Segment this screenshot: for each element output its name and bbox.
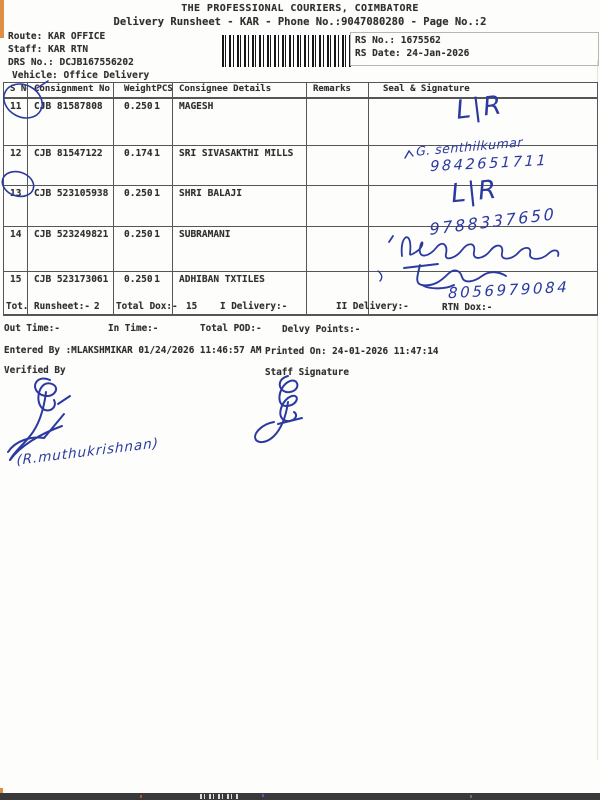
cell-pcs: 1: [154, 188, 160, 199]
tot-runsheet-label: Tot. Runsheet:-: [6, 301, 90, 312]
rs-date-field: RS Date: 24-Jan-2026: [355, 48, 470, 59]
staff-signature: [254, 375, 303, 444]
scan-edge-artifact-top-left: [0, 0, 4, 38]
cell-consignment-no: CJB 81547122: [27, 145, 114, 186]
header-weight-pcs: Weight PCS: [113, 82, 173, 99]
circle-around-s-no-13: [1, 170, 35, 198]
table-row: 15 CJB 523173061 0.250 1 ADHIBAN TXTILES: [3, 271, 598, 316]
cell-weight: 0.174: [124, 148, 153, 159]
entered-by-line: Entered By :MLAKSHMIKAR 01/24/2026 11:46…: [4, 345, 262, 356]
rtn-dox-label: RTN Dox:-: [442, 302, 493, 313]
circle-around-s-no-11: [3, 80, 49, 119]
table-row: 13 CJB 523105938 0.250 1 SHRI BALAJI: [3, 185, 598, 227]
scan-noise-speck: [470, 795, 472, 798]
scan-page-right-edge: [597, 60, 598, 760]
signature-scribble-row14: [388, 235, 560, 260]
total-dox-label: Total Dox:-: [116, 301, 178, 312]
cell-consignee: MAGESH: [172, 97, 307, 146]
cell-remarks: [306, 145, 369, 186]
verified-by-label: Verified By: [4, 365, 66, 376]
vehicle-field: Vehicle: Office Delivery: [12, 70, 150, 81]
out-time-label: Out Time:-: [4, 323, 60, 334]
rs-no-field: RS No.: 1675562: [355, 35, 441, 46]
total-pod-label: Total POD:-: [200, 323, 262, 334]
cell-s-no: 11: [3, 97, 28, 146]
scan-bottom-strip: [0, 793, 600, 800]
cell-weight-pcs: 0.174 1: [113, 145, 173, 186]
header-consignee: Consignee Details: [172, 82, 307, 99]
staff-field: Staff: KAR RTN: [8, 44, 89, 55]
page-subtitle: Delivery Runsheet - KAR - Phone No.:9047…: [113, 16, 487, 28]
table-row: 14 CJB 523249821 0.250 1 SUBRAMANI: [3, 226, 598, 272]
table-row: 11 CJB 81587808 0.250 1 MAGESH: [3, 97, 598, 146]
header-remarks: Remarks: [306, 82, 369, 99]
cell-s-no: 14: [3, 226, 28, 272]
cell-consignee: SHRI BALAJI: [172, 185, 307, 227]
cell-remarks: [306, 97, 369, 146]
cell-remarks: [306, 185, 369, 227]
scan-edge-artifact-bottom-left: [0, 788, 3, 794]
cell-consignee: SUBRAMANI: [172, 226, 307, 272]
route-field: Route: KAR OFFICE: [8, 31, 106, 42]
cell-pcs: 1: [154, 274, 160, 285]
cell-consignment-no: CJB 523105938: [27, 185, 114, 227]
cell-weight-pcs: 0.250 1: [113, 185, 173, 227]
tick-mark-row15: [377, 270, 383, 282]
header-weight: Weight: [124, 84, 157, 94]
cell-pcs: 1: [154, 101, 160, 112]
cell-seal: [368, 271, 598, 316]
staff-signature-label: Staff Signature: [265, 367, 349, 378]
cell-consignee: SRI SIVASAKTHI MILLS: [172, 145, 307, 186]
total-dox-value: 15: [186, 301, 198, 312]
cell-weight-pcs: 0.250 1: [113, 97, 173, 146]
table-row: 12 CJB 81547122 0.174 1 SRI SIVASAKTHI MI…: [3, 145, 598, 186]
cell-seal: [368, 97, 598, 146]
cell-weight: 0.250: [124, 274, 153, 285]
cell-seal: [368, 226, 598, 272]
drs-no-field: DRS No.: DCJB167556202: [8, 57, 134, 68]
cell-remarks: [306, 226, 369, 272]
cell-seal: [368, 185, 598, 227]
cell-seal: [368, 145, 598, 186]
cell-weight: 0.250: [124, 101, 153, 112]
runsheet-barcode: [222, 35, 352, 67]
delvy-points-label: Delvy Points:-: [282, 324, 361, 335]
cell-pcs: 1: [154, 148, 160, 159]
ii-delivery-label: II Delivery:-: [336, 301, 409, 312]
verified-by-signature: [7, 377, 71, 461]
scan-bottom-strip-barcode: [200, 794, 240, 799]
cell-weight: 0.250: [124, 188, 153, 199]
signature-scribble-row15: [403, 263, 507, 290]
header-seal: Seal & Signature: [368, 82, 598, 99]
tot-runsheet-value: 2: [94, 301, 100, 312]
cell-weight: 0.250: [124, 229, 153, 240]
tick-mark-row12: [404, 149, 414, 159]
i-delivery-label: I Delivery:-: [220, 301, 288, 312]
rs-info-box: [350, 32, 599, 66]
cell-consignment-no: CJB 523249821: [27, 226, 114, 272]
cell-pcs: 1: [154, 229, 160, 240]
scan-noise-speck: [262, 794, 264, 797]
cell-weight-pcs: 0.250 1: [113, 226, 173, 272]
page-title: THE PROFESSIONAL COURIERS, COIMBATORE: [181, 3, 419, 14]
handwritten-lr-note-row11: L|R: [454, 90, 505, 126]
cell-s-no: 15: [3, 271, 28, 316]
cell-s-no: 12: [3, 145, 28, 186]
handwritten-lr-note-row13: L|R: [449, 174, 500, 210]
in-time-label: In Time:-: [108, 323, 159, 334]
header-pcs: PCS: [156, 84, 173, 94]
printed-on-line: Printed On: 24-01-2026 11:47:14: [265, 346, 439, 357]
scan-noise-speck: [140, 795, 142, 798]
cell-consignment-no: CJB 523173061: [27, 271, 114, 316]
